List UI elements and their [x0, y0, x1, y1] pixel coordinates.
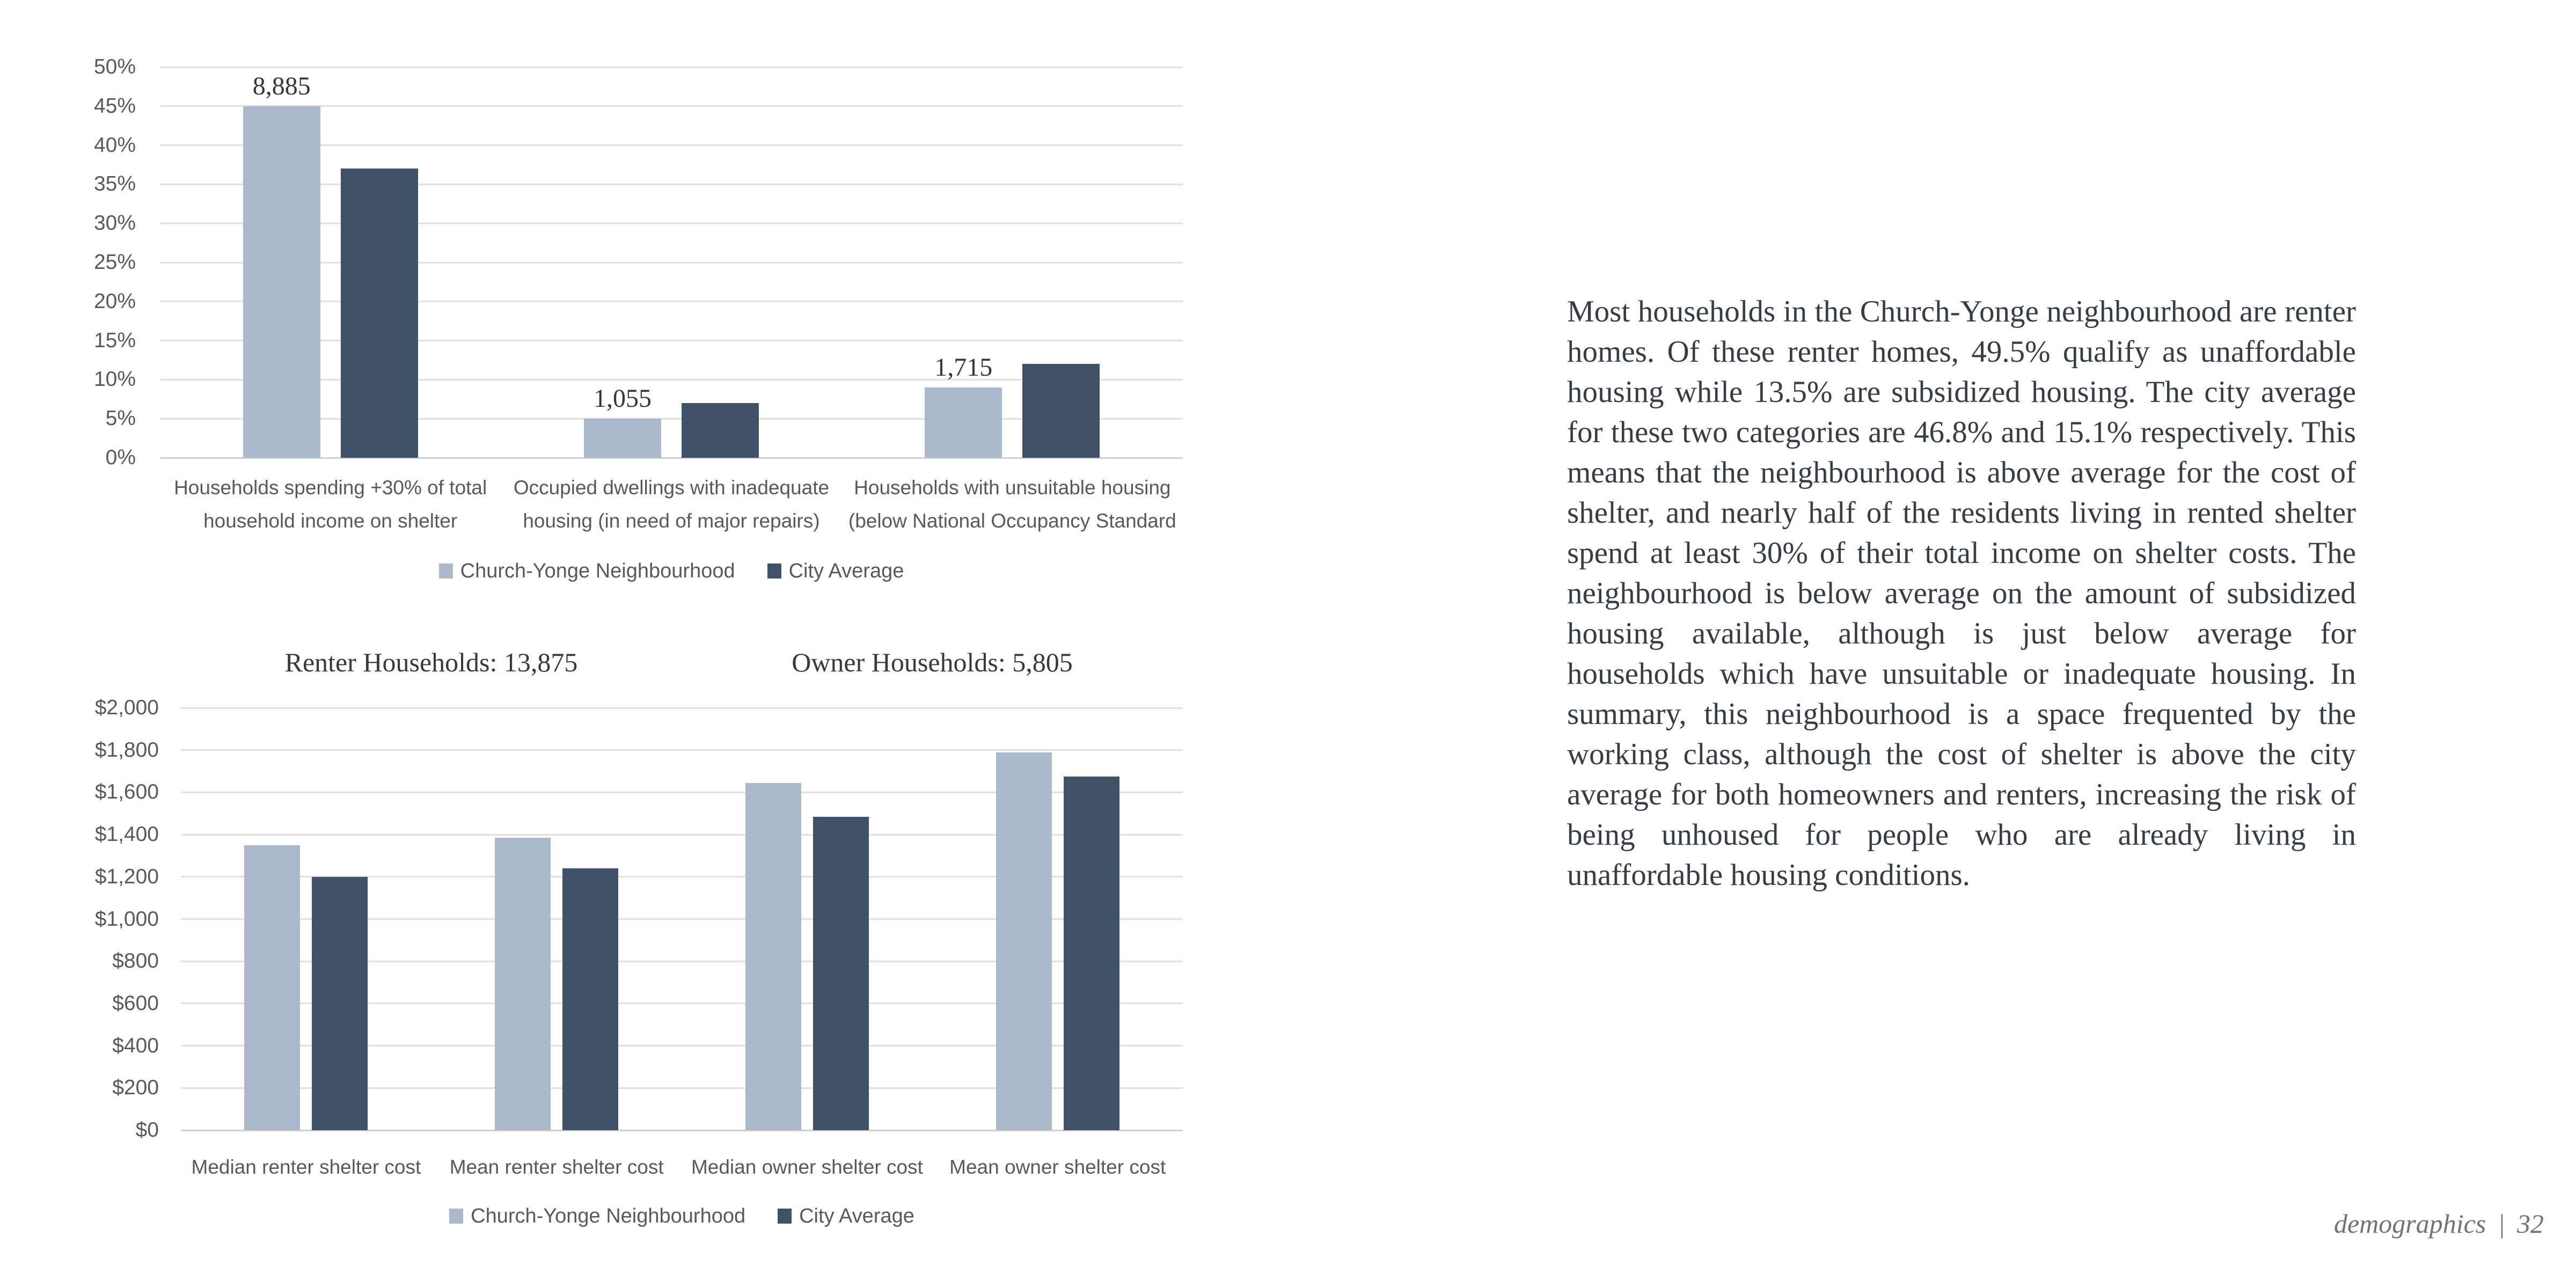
bar-city-average-3 [1063, 776, 1119, 1130]
x-axis-category-label-line: (below National Occupancy Standard [848, 510, 1176, 532]
bar-city-average-1 [682, 403, 759, 458]
gridline [160, 144, 1183, 147]
chart-legend: Church-Yonge Neighbourhood City Average [160, 557, 1183, 585]
x-axis-category-label-line: household income on shelter [203, 510, 458, 532]
gridline [181, 960, 1183, 962]
y-axis-tick-label: $2,000 [94, 696, 159, 719]
y-axis-tick-label: 20% [93, 289, 136, 313]
gridline [160, 105, 1183, 107]
bar-neighbourhood-2 [745, 782, 801, 1130]
y-axis-tick-label: $1,600 [94, 780, 159, 804]
gridline [181, 876, 1183, 878]
gridline [160, 301, 1183, 303]
gridline [160, 378, 1183, 380]
neighbourhood-swatch-icon [449, 1209, 464, 1224]
gridline [181, 918, 1183, 920]
gridline [160, 222, 1183, 224]
y-axis-tick-label: $0 [135, 1118, 159, 1141]
x-axis-line [160, 457, 1183, 459]
x-axis-category-label: Median owner shelter cost [691, 1156, 923, 1178]
legend-label-city: City Average [799, 1204, 914, 1227]
y-axis-tick-label: 10% [93, 368, 136, 391]
y-axis-tick-label: $800 [112, 949, 159, 973]
bar-neighbourhood-0 [244, 845, 301, 1130]
y-axis-tick-label: 50% [93, 55, 136, 78]
gridline [160, 66, 1183, 68]
x-axis-category-label: Mean renter shelter cost [449, 1156, 664, 1178]
bar-neighbourhood-2 [925, 387, 1002, 458]
y-axis-tick-label: $200 [112, 1076, 159, 1100]
x-axis-category-label: Households spending +30% of total househo… [160, 471, 501, 538]
y-axis-tick-label: 0% [105, 446, 136, 469]
y-axis-tick-label: $400 [112, 1034, 159, 1057]
chart-legend: Church-Yonge Neighbourhood City Average [181, 1202, 1183, 1230]
legend-item-neighbourhood: Church-Yonge Neighbourhood [438, 559, 735, 583]
y-axis-tick-label: $1,400 [94, 823, 159, 846]
legend-item-neighbourhood: Church-Yonge Neighbourhood [449, 1205, 745, 1228]
y-axis-tick-label: 5% [105, 407, 136, 430]
bar-neighbourhood-1 [495, 838, 551, 1130]
renter-households-title: Renter Households: 13,875 [284, 647, 578, 677]
page-footer: demographics | 32 [2334, 1208, 2544, 1240]
footer-page-number: 32 [2517, 1209, 2544, 1239]
gridline [181, 1002, 1183, 1005]
bar-neighbourhood-0 [243, 106, 320, 458]
x-axis-category-label: Mean owner shelter cost [949, 1156, 1166, 1178]
legend-label-city: City Average [788, 559, 904, 582]
legend-item-city: City Average [767, 560, 904, 583]
gridline [181, 749, 1183, 751]
x-axis-category-label-line: Households spending +30% of total [174, 477, 487, 499]
y-axis-tick-label: 45% [93, 94, 136, 118]
y-axis-tick-label: $1,000 [94, 907, 159, 931]
x-axis-category-label: Median renter shelter cost [191, 1156, 421, 1178]
x-axis-category-label-line: housing (in need of major repairs) [523, 510, 820, 532]
y-axis-tick-label: 30% [93, 211, 136, 235]
x-axis-category-label-line: Occupied dwellings with inadequate [513, 477, 830, 499]
city-average-swatch-icon [767, 564, 781, 579]
bar-city-average-1 [562, 868, 619, 1130]
bar-value-label: 1,715 [934, 353, 993, 382]
gridline [181, 1087, 1183, 1089]
bar-city-average-0 [340, 169, 418, 458]
gridline [181, 833, 1183, 836]
gridline [160, 340, 1183, 342]
x-axis-category-label: Occupied dwellings with inadequate housin… [501, 471, 841, 538]
gridline [160, 261, 1183, 264]
y-axis-tick-label: 40% [93, 133, 136, 157]
y-axis-tick-label: 25% [93, 251, 136, 274]
bar-city-average-0 [312, 876, 368, 1130]
y-axis-tick-label: $1,800 [94, 738, 159, 762]
legend-label-neighbourhood: Church-Yonge Neighbourhood [471, 1204, 746, 1227]
legend-label-neighbourhood: Church-Yonge Neighbourhood [460, 559, 735, 582]
footer-section-label: demographics [2333, 1209, 2486, 1239]
bar-city-average-2 [1022, 364, 1100, 458]
bar-neighbourhood-1 [584, 419, 661, 458]
x-axis-category-label: Households with unsuitable housing (below… [842, 471, 1183, 538]
y-axis-tick-label: 15% [93, 328, 136, 352]
bar-value-label: 8,885 [252, 71, 311, 100]
bar-city-average-2 [813, 816, 869, 1130]
y-axis-tick-label: 35% [93, 172, 136, 196]
gridline [181, 1045, 1183, 1047]
x-axis-category-label-line: Households with unsuitable housing [854, 477, 1171, 499]
city-average-swatch-icon [778, 1209, 792, 1224]
y-axis-tick-label: $600 [112, 991, 159, 1015]
gridline [181, 707, 1183, 709]
x-axis-line [181, 1129, 1183, 1131]
bar-neighbourhood-3 [996, 752, 1052, 1130]
body-paragraph: Most households in the Church-Yonge neig… [1567, 295, 2356, 892]
gridline [160, 183, 1183, 185]
y-axis-tick-label: $1,200 [94, 865, 159, 888]
legend-item-city: City Average [778, 1205, 914, 1228]
neighbourhood-swatch-icon [438, 564, 453, 579]
owner-households-title: Owner Households: 5,805 [792, 647, 1073, 677]
gridline [181, 791, 1183, 793]
gridline [160, 418, 1183, 420]
bar-value-label: 1,055 [594, 384, 652, 413]
footer-separator: | [2498, 1209, 2505, 1239]
